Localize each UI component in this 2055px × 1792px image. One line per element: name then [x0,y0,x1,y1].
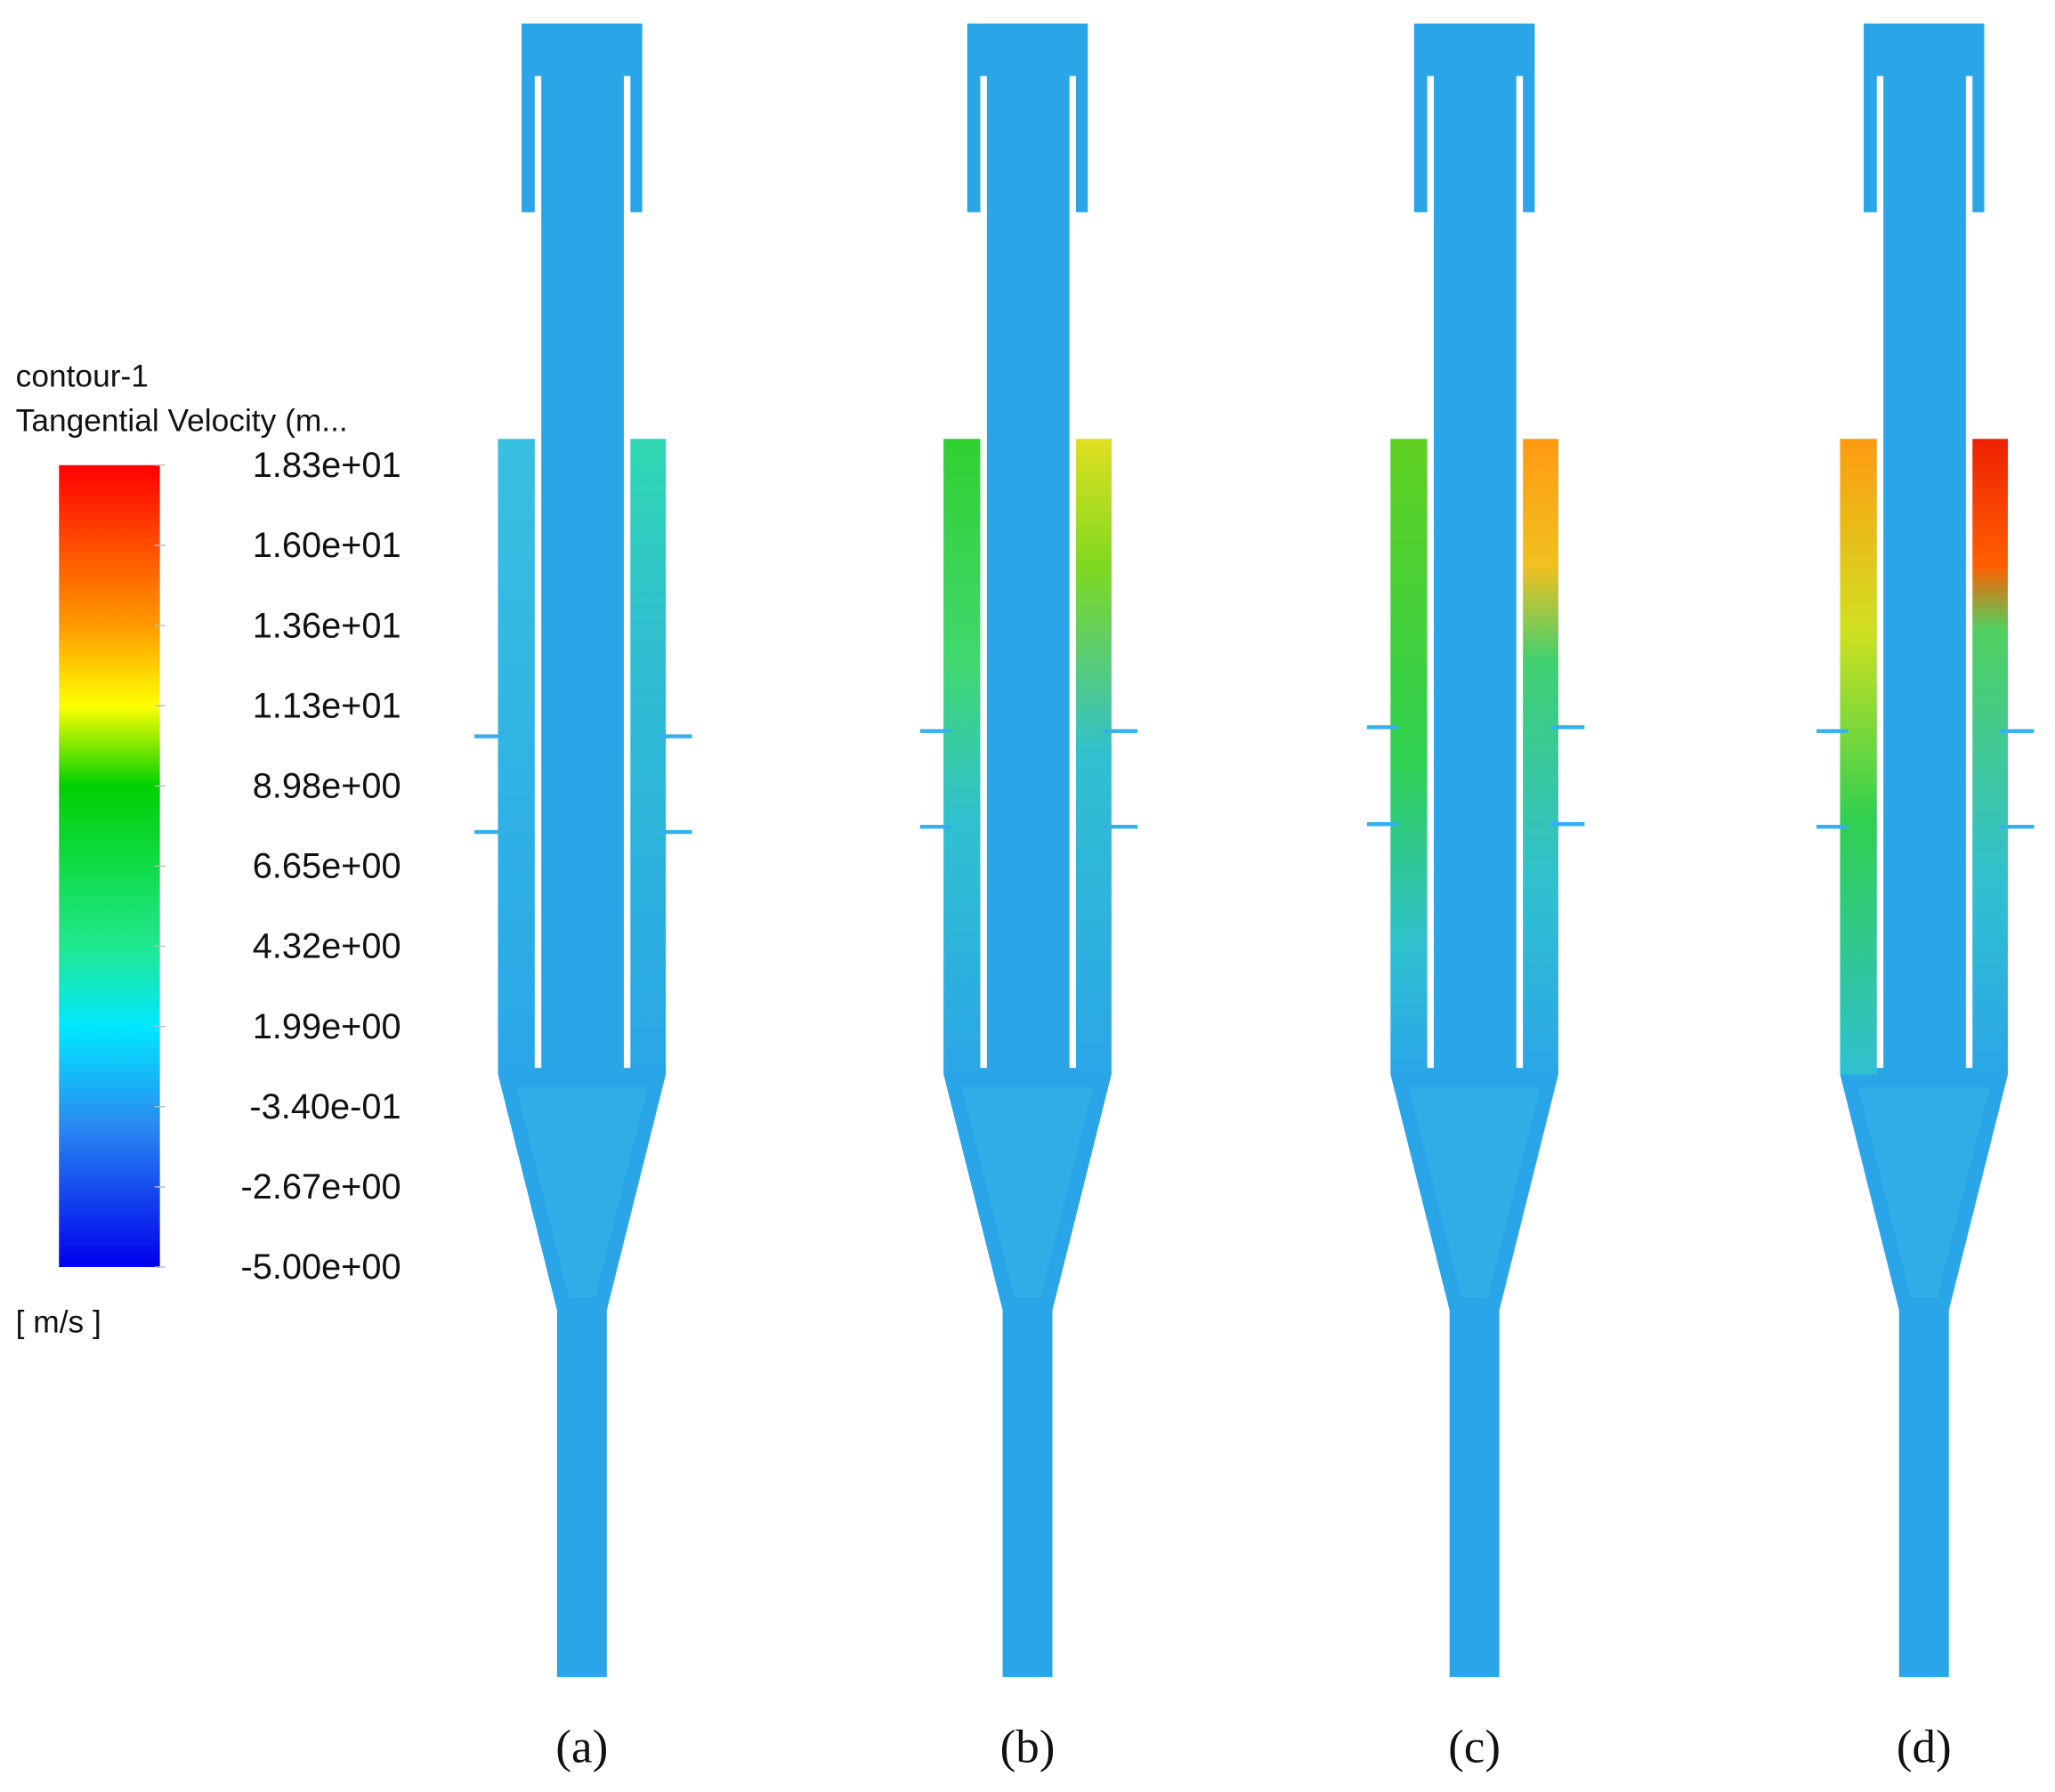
colorbar-tick-label: -3.40e-01 [249,1087,400,1126]
colorbar-tick-label: 4.32e+00 [253,927,401,966]
panel-label: (b) [1000,1722,1056,1773]
legend-variable: Tangential Velocity (m... [16,403,348,438]
colorbar-tick-label: 8.98e+00 [253,767,401,806]
annulus-right [1074,439,1112,1075]
panel-label: (a) [555,1722,608,1773]
vortex-finder-wall [1876,76,1884,1069]
colorbar-tick-label: 1.13e+01 [253,686,401,725]
vortex-finder-wall [1069,76,1077,1069]
colorbar-tick-label: 6.65e+00 [253,847,401,886]
cone-shade [1409,1087,1541,1297]
vortex-finder-wall [1965,76,1973,1069]
vortex-finder-wall [980,76,987,1069]
annulus-left [943,439,981,1075]
legend-name: contour-1 [16,359,149,393]
vortex-finder-wall [1516,76,1524,1069]
cone-shade [1858,1087,1990,1297]
colorbar-tick-label: -5.00e+00 [240,1247,400,1287]
annulus-right [1970,439,2009,1075]
colorbar-tick-label: 1.99e+00 [253,1007,401,1046]
colorbar-tick-label: 1.60e+01 [253,526,401,565]
colorbar-tick-label: 1.83e+01 [253,446,401,485]
cone-shade [961,1087,1094,1297]
annulus-left [1840,439,1877,1075]
panel-label: (d) [1897,1722,1952,1773]
annulus-right [628,439,667,1075]
panel-label: (c) [1448,1722,1501,1773]
vortex-finder-wall [1427,76,1435,1069]
cone-shade [516,1087,648,1297]
annulus-right [1521,439,1558,1075]
colorbar [59,464,160,1268]
annulus-left [498,439,535,1075]
content: contour-1 Tangential Velocity (m... [ m/… [16,23,2035,1773]
colorbar-tick-label: -2.67e+00 [240,1167,400,1207]
legend-unit: [ m/s ] [16,1305,101,1340]
colorbar-tick-label: 1.36e+01 [253,606,401,645]
vortex-finder-wall [623,76,631,1069]
vortex-finder-wall [534,76,542,1069]
annulus-left [1390,439,1428,1075]
